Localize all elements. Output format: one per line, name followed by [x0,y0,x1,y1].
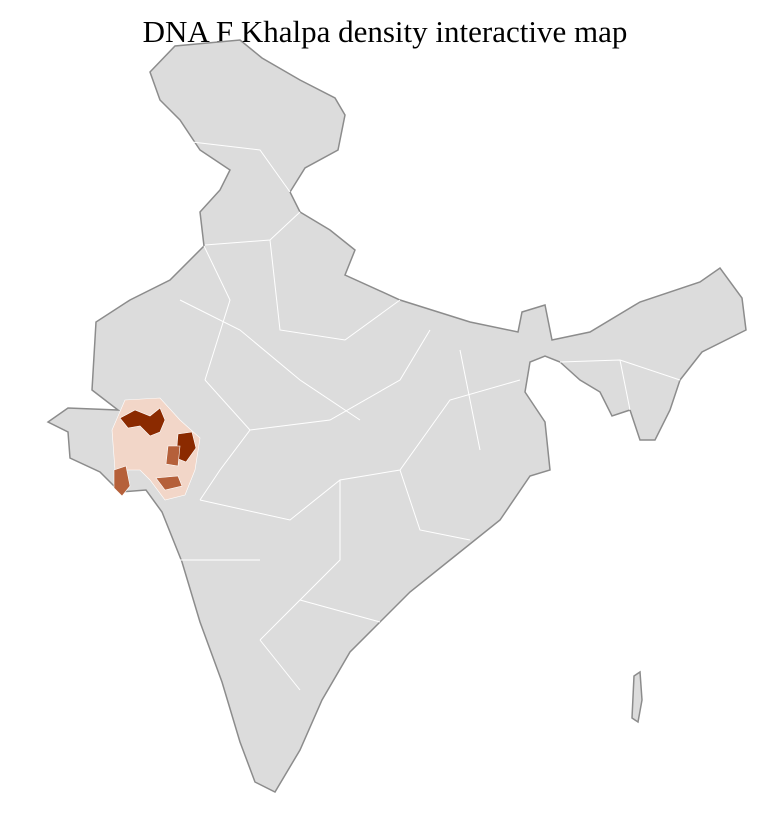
density-regions [111,397,201,501]
india-outline[interactable] [46,39,747,793]
region-density-high[interactable] [119,407,166,437]
andaman-islands[interactable] [631,670,643,724]
region-density-mid[interactable] [155,475,183,491]
india-landmass[interactable] [46,39,747,793]
region-density-mid[interactable] [113,465,131,497]
region-density-mid[interactable] [165,445,181,467]
state-borders [174,139,681,691]
